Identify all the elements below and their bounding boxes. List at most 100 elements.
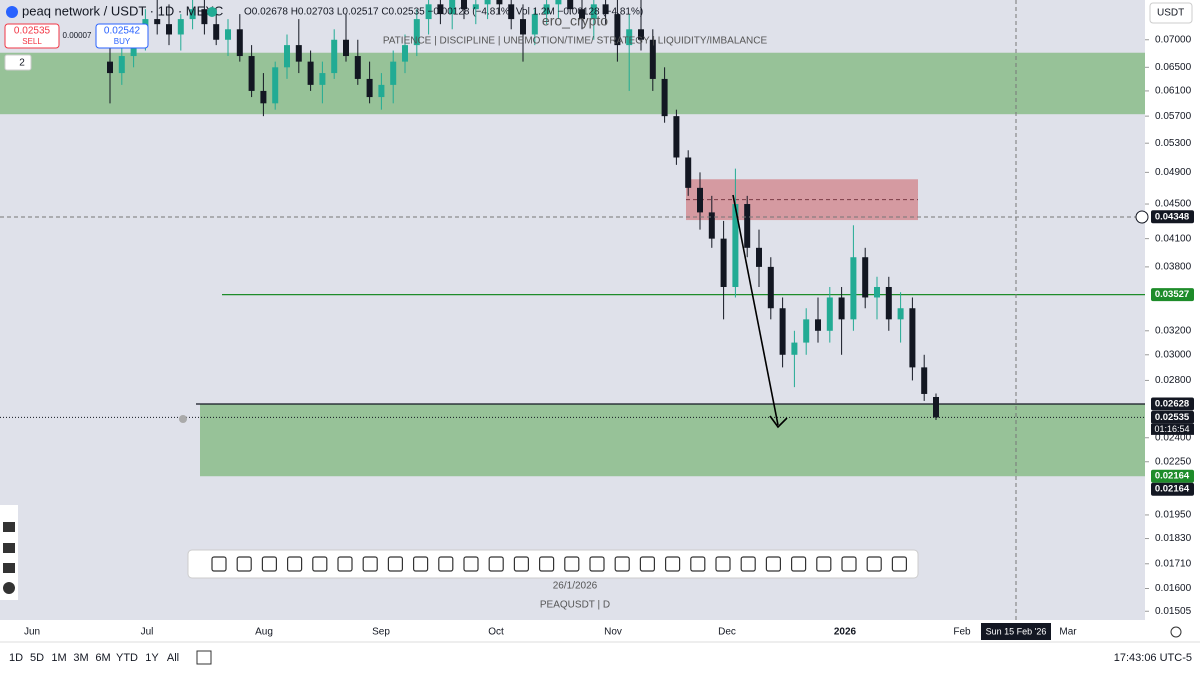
currency-select[interactable] xyxy=(1149,2,1193,24)
layers-icon[interactable] xyxy=(3,563,15,573)
range-button[interactable]: 1D xyxy=(9,652,23,664)
y-tick-label: 0.04900 xyxy=(1155,167,1192,178)
zone xyxy=(200,404,1145,477)
status-dot xyxy=(207,7,217,17)
candle-body xyxy=(366,78,373,98)
candle-body xyxy=(343,39,349,57)
tool[interactable] xyxy=(664,556,681,572)
tool[interactable] xyxy=(740,556,756,572)
candle-body xyxy=(531,14,538,35)
candle-body xyxy=(295,45,302,62)
sell-button[interactable] xyxy=(4,23,60,49)
tool[interactable] xyxy=(287,556,303,572)
price-badge-label: 0.02628 xyxy=(1155,399,1189,410)
candle-body xyxy=(626,29,633,46)
date-range-icon[interactable] xyxy=(196,650,212,665)
x-tick-label: Feb xyxy=(953,627,971,638)
candle-body xyxy=(649,39,656,79)
candle-body xyxy=(673,116,680,158)
chart-symbol: PEAQUSDT | D xyxy=(540,600,610,611)
tool[interactable] xyxy=(841,556,857,572)
tool[interactable] xyxy=(816,556,832,572)
candle-body xyxy=(850,257,857,320)
candle-body xyxy=(543,4,550,15)
candle-body xyxy=(779,308,786,355)
y-tick-label: 0.01710 xyxy=(1155,558,1192,569)
tool[interactable] xyxy=(236,556,252,572)
candle-body xyxy=(154,19,161,25)
countdown-bg xyxy=(1151,423,1194,435)
candle-body xyxy=(213,24,220,40)
buy-button[interactable] xyxy=(95,23,149,49)
candle-body xyxy=(862,257,869,298)
tool[interactable] xyxy=(614,556,630,572)
tool[interactable] xyxy=(438,556,454,572)
countdown: 01:16:54 xyxy=(1154,424,1189,434)
tool[interactable] xyxy=(891,556,908,572)
candle-body xyxy=(496,0,503,5)
range-button[interactable]: 3M xyxy=(73,652,88,664)
candle-body xyxy=(236,29,243,57)
tool[interactable] xyxy=(589,556,605,572)
candle-body xyxy=(815,319,821,331)
candle-body xyxy=(732,204,739,287)
x-tick-label: Mar xyxy=(1059,627,1077,638)
range-button[interactable]: 1Y xyxy=(145,652,159,664)
tool[interactable] xyxy=(765,556,782,572)
tool[interactable] xyxy=(866,556,882,572)
tool[interactable] xyxy=(639,556,656,572)
tool[interactable] xyxy=(790,556,807,572)
candle-body xyxy=(826,297,833,331)
candle-body xyxy=(107,61,113,74)
tool[interactable] xyxy=(362,556,378,572)
y-tick-label: 0.02800 xyxy=(1155,375,1192,386)
symbol-logo xyxy=(6,6,18,18)
tool[interactable] xyxy=(538,556,555,572)
range-button[interactable]: 1M xyxy=(51,652,66,664)
tool[interactable] xyxy=(564,556,580,572)
candle-body xyxy=(484,0,491,5)
y-tick-label: 0.01600 xyxy=(1155,583,1192,594)
candle-body xyxy=(708,212,715,239)
symbol[interactable]: peaq network / USDT · 1D · MEXC xyxy=(22,3,223,18)
candle-body xyxy=(579,9,585,20)
video-icon[interactable] xyxy=(3,543,15,553)
price-badge-label: 0.04348 xyxy=(1155,211,1189,222)
candle-body xyxy=(166,24,172,35)
tool[interactable] xyxy=(463,556,479,572)
axis-settings[interactable] xyxy=(1170,626,1182,638)
range-button[interactable]: YTD xyxy=(116,652,138,664)
range-button[interactable]: All xyxy=(167,652,179,664)
y-tick-label: 0.01505 xyxy=(1155,606,1192,617)
y-tick-label: 0.07000 xyxy=(1155,34,1192,45)
candle-body xyxy=(720,238,727,287)
candle-body xyxy=(354,56,361,79)
tool[interactable] xyxy=(488,556,504,572)
camera-icon[interactable] xyxy=(3,522,15,532)
tool[interactable] xyxy=(211,556,227,572)
tool[interactable] xyxy=(513,556,530,572)
range-button[interactable]: 6M xyxy=(95,652,110,664)
range-button[interactable]: 5D xyxy=(30,652,44,664)
indicators-toggle[interactable] xyxy=(4,54,32,71)
watermark: ero_crypto xyxy=(542,13,608,29)
candle-body xyxy=(378,84,385,98)
settings-icon[interactable] xyxy=(3,582,15,594)
candle-body xyxy=(284,45,290,68)
candle-body xyxy=(248,56,255,91)
tool-icons xyxy=(211,556,908,572)
candle-body xyxy=(590,4,597,20)
tool[interactable] xyxy=(387,556,403,572)
tool[interactable] xyxy=(312,556,328,572)
tool[interactable] xyxy=(413,556,429,572)
tool[interactable] xyxy=(261,556,277,572)
tool[interactable] xyxy=(715,556,731,572)
candle-body xyxy=(874,286,880,298)
candle-body xyxy=(272,67,279,104)
sell-label: SELL xyxy=(22,37,42,46)
tool[interactable] xyxy=(690,556,706,572)
tool[interactable] xyxy=(337,556,353,572)
candle-body xyxy=(201,9,208,25)
x-tick-label: Aug xyxy=(255,627,273,638)
